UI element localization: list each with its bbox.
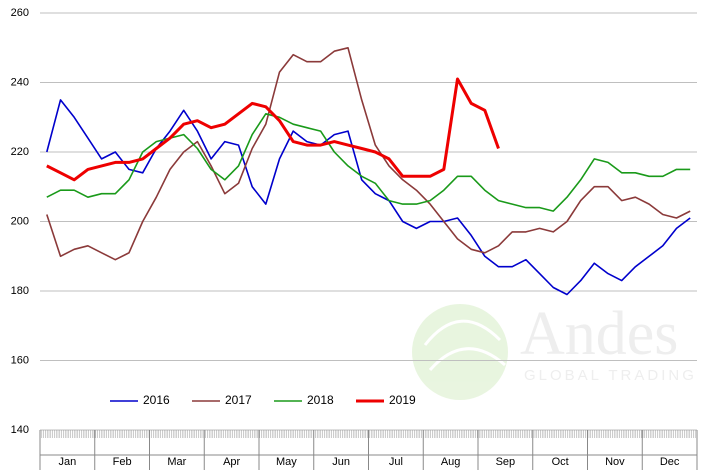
x-tick-label: May	[276, 456, 297, 468]
y-tick-label: 200	[11, 215, 29, 227]
x-tick-label: Jun	[332, 456, 350, 468]
watermark-subtitle: GLOBAL TRADING	[524, 367, 697, 384]
y-tick-label: 260	[11, 7, 29, 19]
legend-label: 2019	[389, 393, 416, 407]
x-tick-label: Dec	[660, 456, 680, 468]
series-line	[46, 47, 691, 261]
y-tick-label: 220	[11, 146, 29, 158]
legend-label: 2018	[307, 393, 334, 407]
y-tick-label: 180	[11, 285, 29, 297]
x-tick-label: Sep	[496, 456, 516, 468]
x-tick-label: Apr	[223, 456, 240, 468]
y-tick-label: 140	[11, 424, 29, 436]
x-tick-label: Jul	[389, 456, 403, 468]
legend-label: 2016	[143, 393, 170, 407]
y-tick-label: 240	[11, 76, 29, 88]
y-tick-label: 160	[11, 354, 29, 366]
x-tick-label: Aug	[441, 456, 461, 468]
series-line	[46, 77, 500, 182]
x-tick-label: Oct	[552, 456, 569, 468]
watermark: Andes GLOBAL TRADING	[412, 300, 697, 400]
x-tick-label: Nov	[605, 456, 625, 468]
series-line	[46, 113, 691, 212]
watermark-title: Andes	[520, 300, 678, 368]
legend-label: 2017	[225, 393, 252, 407]
x-tick-label: Jan	[59, 456, 77, 468]
series-line	[46, 99, 691, 296]
watermark-logo	[412, 304, 508, 400]
x-tick-label: Mar	[167, 456, 186, 468]
watermark-swoosh	[423, 319, 506, 371]
x-tick-label: Feb	[113, 456, 132, 468]
